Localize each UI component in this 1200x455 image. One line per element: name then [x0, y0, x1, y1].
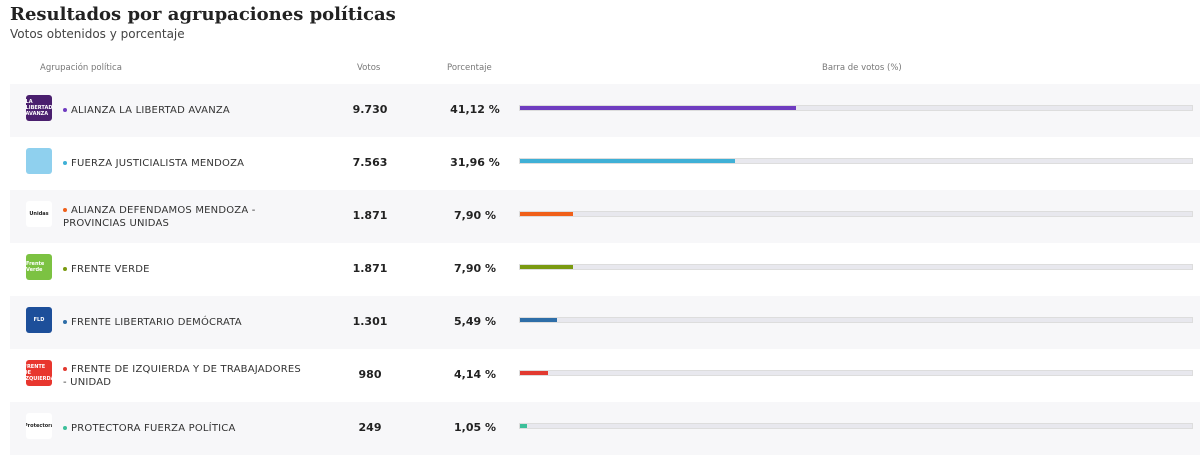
page-subtitle: Votos obtenidos y porcentaje: [10, 27, 185, 41]
table-row: Protectora PROTECTORA FUERZA POLÍTICA 24…: [10, 402, 1200, 455]
percentage-value: 4,14 %: [454, 368, 496, 381]
vote-bar-track: [519, 264, 1193, 270]
party-logo: Protectora: [26, 413, 52, 439]
table-row: Frente Verde FRENTE VERDE 1.871 7,90 %: [10, 243, 1200, 296]
party-name: FUERZA JUSTICIALISTA MENDOZA: [63, 157, 303, 170]
header-bar: Barra de votos (%): [822, 63, 902, 73]
vote-bar-fill: [520, 265, 574, 269]
votes-value: 1.871: [352, 262, 388, 275]
votes-value: 1.871: [352, 209, 388, 222]
table-row: Unidas ALIANZA DEFENDAMOS MENDOZA - PROV…: [10, 190, 1200, 243]
vote-bar-fill: [520, 159, 735, 163]
vote-bar-fill: [520, 212, 574, 216]
vote-bar-fill: [520, 424, 528, 428]
party-name: FRENTE LIBERTARIO DEMÓCRATA: [63, 316, 303, 329]
vote-bar-track: [519, 105, 1193, 111]
header-votes: Votos: [357, 63, 381, 73]
votes-value: 980: [358, 368, 382, 381]
percentage-value: 7,90 %: [454, 262, 496, 275]
table-row: LA LIBERTAD AVANZA ALIANZA LA LIBERTAD A…: [10, 84, 1200, 137]
table-row: FLD FRENTE LIBERTARIO DEMÓCRATA 1.301 5,…: [10, 296, 1200, 349]
party-logo: LA LIBERTAD AVANZA: [26, 95, 52, 121]
votes-value: 249: [358, 421, 382, 434]
percentage-value: 7,90 %: [454, 209, 496, 222]
color-dot-icon: [63, 426, 67, 430]
party-name: FRENTE VERDE: [63, 263, 303, 276]
party-logo: Unidas: [26, 201, 52, 227]
percentage-value: 31,96 %: [450, 156, 500, 169]
party-logo: Frente Verde: [26, 254, 52, 280]
percentage-value: 1,05 %: [454, 421, 496, 434]
votes-value: 9.730: [352, 103, 388, 116]
votes-value: 7.563: [352, 156, 388, 169]
color-dot-icon: [63, 108, 67, 112]
vote-bar-track: [519, 370, 1193, 376]
party-logo: [26, 148, 52, 174]
vote-bar-track: [519, 211, 1193, 217]
vote-bar-fill: [520, 371, 548, 375]
vote-bar-track: [519, 158, 1193, 164]
party-logo: FRENTE DE IZQUIERDA: [26, 360, 52, 386]
party-name: ALIANZA LA LIBERTAD AVANZA: [63, 104, 303, 117]
table-row: FUERZA JUSTICIALISTA MENDOZA 7.563 31,96…: [10, 137, 1200, 190]
percentage-value: 5,49 %: [454, 315, 496, 328]
party-name: FRENTE DE IZQUIERDA Y DE TRABAJADORES - …: [63, 364, 301, 388]
color-dot-icon: [63, 367, 67, 371]
color-dot-icon: [63, 208, 67, 212]
vote-bar-fill: [520, 318, 557, 322]
party-logo: FLD: [26, 307, 52, 333]
color-dot-icon: [63, 320, 67, 324]
vote-bar-track: [519, 423, 1193, 429]
page-title: Resultados por agrupaciones políticas: [10, 4, 396, 25]
header-percentage: Porcentaje: [447, 63, 492, 73]
percentage-value: 41,12 %: [450, 103, 500, 116]
party-name: PROTECTORA FUERZA POLÍTICA: [63, 422, 303, 435]
party-name: ALIANZA DEFENDAMOS MENDOZA - PROVINCIAS …: [63, 205, 256, 229]
vote-bar-track: [519, 317, 1193, 323]
header-party: Agrupación política: [40, 63, 122, 73]
color-dot-icon: [63, 267, 67, 271]
vote-bar-fill: [520, 106, 797, 110]
table-row: FRENTE DE IZQUIERDA FRENTE DE IZQUIERDA …: [10, 349, 1200, 402]
color-dot-icon: [63, 161, 67, 165]
votes-value: 1.301: [352, 315, 388, 328]
